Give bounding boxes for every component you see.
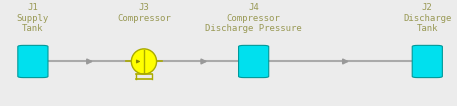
FancyBboxPatch shape — [239, 45, 269, 78]
Text: J3
Compressor: J3 Compressor — [117, 3, 171, 23]
Ellipse shape — [131, 49, 157, 74]
Text: J1
Supply
Tank: J1 Supply Tank — [17, 3, 49, 33]
Text: J4
Compressor
Discharge Pressure: J4 Compressor Discharge Pressure — [205, 3, 302, 33]
Text: J2
Discharge
Tank: J2 Discharge Tank — [403, 3, 452, 33]
FancyBboxPatch shape — [412, 45, 442, 78]
FancyBboxPatch shape — [18, 45, 48, 78]
